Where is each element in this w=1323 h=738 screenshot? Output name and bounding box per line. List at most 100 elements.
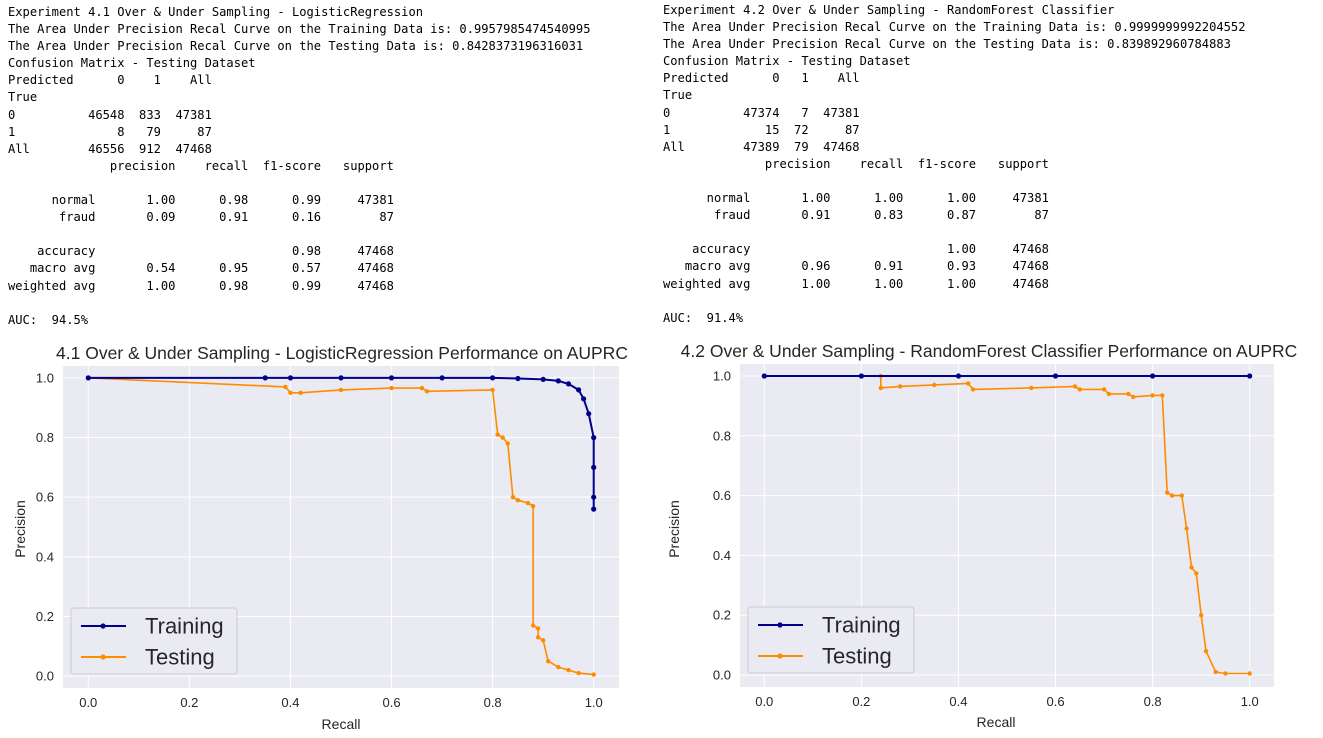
legend-marker-testing <box>777 653 783 659</box>
chart-legend: Training Testing <box>747 606 915 674</box>
data-point-training <box>439 375 445 381</box>
y-tick-label: 1.0 <box>713 368 731 383</box>
y-tick-label: 0.0 <box>36 669 54 684</box>
legend-label-training: Training <box>145 614 224 639</box>
chart-plot-area: 0.0 0.2 0.4 0.6 0.8 1.0 0.0 0.2 0.4 0.6 0.8 1.0 Trai… <box>36 366 619 710</box>
y-tick-label: 0.6 <box>36 490 54 505</box>
y-tick-label: 0.4 <box>36 549 54 564</box>
data-point-testing <box>1189 565 1194 570</box>
data-point-testing <box>1077 387 1082 392</box>
x-tick-label: 0.4 <box>949 694 967 709</box>
x-tick-label: 0.2 <box>852 694 870 709</box>
x-tick-label: 0.0 <box>755 694 773 709</box>
y-tick-label: 0.0 <box>713 668 731 683</box>
legend-marker-training <box>777 622 783 628</box>
data-point-testing <box>338 387 344 393</box>
data-point-training <box>555 378 561 384</box>
chart-title: 4.2 Over & Under Sampling - RandomForest… <box>681 341 1298 361</box>
data-point-testing <box>1213 669 1218 675</box>
data-point-testing <box>1106 391 1112 397</box>
data-point-testing <box>1169 493 1175 498</box>
data-point-testing <box>546 659 551 664</box>
data-point-testing <box>495 432 500 437</box>
data-point-testing <box>283 384 288 390</box>
auprc-chart-1: 4.1 Over & Under Sampling - LogisticRegr… <box>12 343 628 732</box>
data-point-testing <box>1029 385 1034 391</box>
data-point-training <box>338 375 344 381</box>
x-tick-label: 0.0 <box>79 695 97 710</box>
data-point-testing <box>898 384 903 389</box>
data-point-testing <box>505 441 510 446</box>
data-point-training <box>581 396 587 402</box>
data-point-training <box>1150 373 1156 379</box>
data-point-testing <box>515 498 521 503</box>
y-tick-label: 0.4 <box>713 548 731 563</box>
data-point-testing <box>1247 671 1252 676</box>
data-point-testing <box>510 495 516 500</box>
x-tick-label: 0.6 <box>383 695 401 710</box>
x-axis-label: Recall <box>977 714 1016 730</box>
data-point-training <box>388 375 395 381</box>
data-point-training <box>591 435 597 441</box>
data-point-training <box>565 381 572 387</box>
data-point-testing <box>1203 648 1209 654</box>
data-point-testing <box>1101 387 1107 392</box>
x-tick-label: 0.6 <box>1047 694 1065 709</box>
experiment-panel-right: Experiment 4.2 Over & Under Sampling - R… <box>662 0 1323 738</box>
y-tick-label: 0.2 <box>36 609 54 624</box>
data-point-testing <box>389 385 394 391</box>
legend-marker-training <box>100 623 106 629</box>
data-point-testing <box>535 626 541 631</box>
legend-label-testing: Testing <box>145 645 215 670</box>
y-axis-label: Precision <box>12 500 28 558</box>
data-point-testing <box>530 503 536 509</box>
data-point-testing <box>566 667 571 673</box>
data-point-testing <box>419 385 425 391</box>
data-point-testing <box>490 387 495 393</box>
data-point-training <box>576 387 582 393</box>
data-point-testing <box>1199 613 1204 618</box>
data-point-testing <box>932 382 937 388</box>
data-point-testing <box>576 670 581 676</box>
data-point-testing <box>1131 394 1136 400</box>
y-tick-label: 0.8 <box>713 428 731 443</box>
data-point-testing <box>288 390 293 395</box>
y-tick-label: 0.2 <box>713 608 731 623</box>
x-axis-label: Recall <box>322 716 361 732</box>
data-point-testing <box>1223 671 1228 676</box>
data-point-testing <box>525 500 531 506</box>
x-tick-label: 0.8 <box>1144 694 1162 709</box>
data-point-testing <box>1179 493 1184 498</box>
classification-report-text: Experiment 4.1 Over & Under Sampling - L… <box>8 5 591 327</box>
data-point-training <box>1052 373 1059 379</box>
x-tick-label: 0.4 <box>281 695 299 710</box>
chart-legend: Training Testing <box>70 607 238 675</box>
x-tick-label: 0.2 <box>180 695 198 710</box>
y-tick-label: 0.8 <box>36 430 54 445</box>
data-point-testing <box>1194 571 1199 576</box>
data-point-training <box>858 373 864 379</box>
data-point-testing <box>1160 393 1165 398</box>
data-point-testing <box>1150 393 1155 398</box>
data-point-testing <box>1126 391 1131 397</box>
data-point-testing <box>424 389 430 394</box>
classification-report-text: Experiment 4.2 Over & Under Sampling - R… <box>663 3 1246 325</box>
data-point-training <box>262 375 268 381</box>
data-point-training <box>85 375 91 381</box>
data-point-testing <box>1165 490 1170 495</box>
chart-plot-area: 0.0 0.2 0.4 0.6 0.8 1.0 0.0 0.2 0.4 0.6 0.8 1.0 Trai… <box>713 364 1274 709</box>
data-point-testing <box>535 635 541 640</box>
data-point-testing <box>970 387 976 392</box>
data-point-testing <box>1184 526 1189 531</box>
x-tick-label: 0.8 <box>484 695 502 710</box>
data-point-training <box>591 494 597 500</box>
legend-label-testing: Testing <box>822 644 892 669</box>
data-point-testing <box>541 638 546 643</box>
data-point-training <box>591 464 597 470</box>
legend-label-training: Training <box>822 613 901 638</box>
data-point-training <box>515 375 521 382</box>
chart-title: 4.1 Over & Under Sampling - LogisticRegr… <box>56 343 628 363</box>
data-point-training <box>540 376 546 382</box>
y-tick-label: 1.0 <box>36 370 54 385</box>
data-point-testing <box>530 623 536 628</box>
